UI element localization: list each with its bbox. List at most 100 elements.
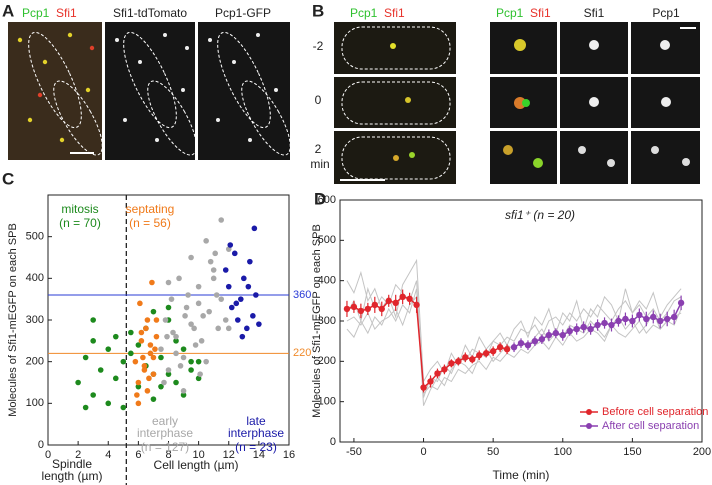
point [146, 375, 152, 382]
shape [514, 97, 526, 109]
point [144, 317, 151, 323]
point [158, 346, 164, 352]
point [195, 283, 202, 290]
point [90, 317, 96, 323]
point [233, 300, 240, 307]
point [138, 329, 145, 336]
shape [405, 97, 411, 103]
shape [89, 45, 95, 51]
mean-point [670, 313, 678, 321]
x-tick-label: 12 [223, 449, 235, 461]
x-tick-label: 100 [554, 446, 572, 458]
mean-point [657, 317, 664, 325]
point [210, 275, 217, 282]
shape [37, 92, 43, 98]
shape [514, 39, 526, 51]
point [75, 379, 81, 386]
legend-label: Before cell separation [602, 406, 708, 418]
x-tick-label: 16 [283, 449, 295, 461]
mean-point [392, 299, 399, 307]
point [97, 367, 104, 373]
point [105, 400, 112, 407]
point [90, 338, 96, 344]
shape [334, 77, 456, 128]
point [135, 400, 142, 407]
mean-point [545, 331, 553, 339]
mean-point [663, 315, 671, 323]
point [188, 367, 194, 373]
legend-label: After cell separation [602, 420, 699, 432]
point [234, 317, 241, 323]
channel-label: Pcp1 [496, 6, 524, 20]
point [150, 371, 157, 377]
mean-point [615, 317, 622, 325]
point [147, 342, 154, 348]
point [173, 350, 179, 357]
shape [248, 138, 252, 142]
point [173, 379, 179, 386]
y-tick-label: 300 [318, 315, 336, 327]
shape [490, 131, 557, 184]
y-tick-label: 500 [318, 234, 336, 246]
point [158, 354, 164, 361]
point [200, 313, 206, 319]
shape [85, 87, 91, 93]
x-axis-label: length (µm) [42, 469, 103, 483]
mean-point [489, 348, 497, 355]
channel-label: Pcp1 [652, 6, 680, 20]
point [141, 363, 148, 369]
shape [216, 118, 220, 122]
point [165, 367, 172, 373]
channel-label: Pcp1-GFP [215, 6, 271, 20]
point [162, 317, 169, 323]
reference-label: 360 [293, 289, 311, 301]
point [239, 333, 246, 340]
point [251, 225, 258, 232]
mean-point [531, 337, 539, 345]
y-axis-label: Molecules of Sfi1-mEGFP on each SPB [7, 223, 19, 417]
point [165, 279, 172, 286]
point [180, 388, 187, 394]
shape [67, 32, 73, 38]
shape [241, 80, 291, 156]
mean-point [524, 342, 532, 349]
point [256, 321, 262, 327]
shape [27, 117, 33, 123]
point [132, 358, 139, 365]
shape [341, 136, 451, 180]
mean-point [385, 297, 392, 305]
point [203, 358, 209, 365]
point [198, 338, 205, 344]
point [150, 396, 157, 402]
shape [682, 158, 690, 166]
shape [138, 60, 142, 64]
mean-point [573, 325, 580, 333]
time-label: 0 [315, 93, 322, 107]
mean-point [427, 378, 434, 385]
x-tick-label: 10 [193, 449, 205, 461]
mean-point [629, 317, 636, 325]
point [207, 258, 214, 265]
series-count: (n = 23) [235, 440, 277, 454]
mean-point [517, 339, 525, 347]
panel-label: C [2, 169, 14, 188]
mean-point [503, 346, 511, 353]
channel-label: Sfi1 [584, 6, 605, 20]
point [120, 404, 127, 411]
shape [660, 40, 670, 50]
series-label: interphase [137, 426, 193, 440]
point [203, 238, 209, 244]
point [135, 383, 142, 390]
time-unit: min [310, 157, 329, 171]
point [182, 313, 188, 319]
point [176, 275, 182, 282]
reference-label: 220 [293, 347, 311, 359]
series-label: late [246, 414, 266, 428]
point [241, 275, 247, 282]
point [112, 375, 119, 382]
point [128, 329, 134, 336]
shape [147, 80, 197, 156]
point [170, 329, 176, 336]
y-axis-label: Molecules of Sfi1-mEGFP on each SPB [311, 224, 323, 418]
